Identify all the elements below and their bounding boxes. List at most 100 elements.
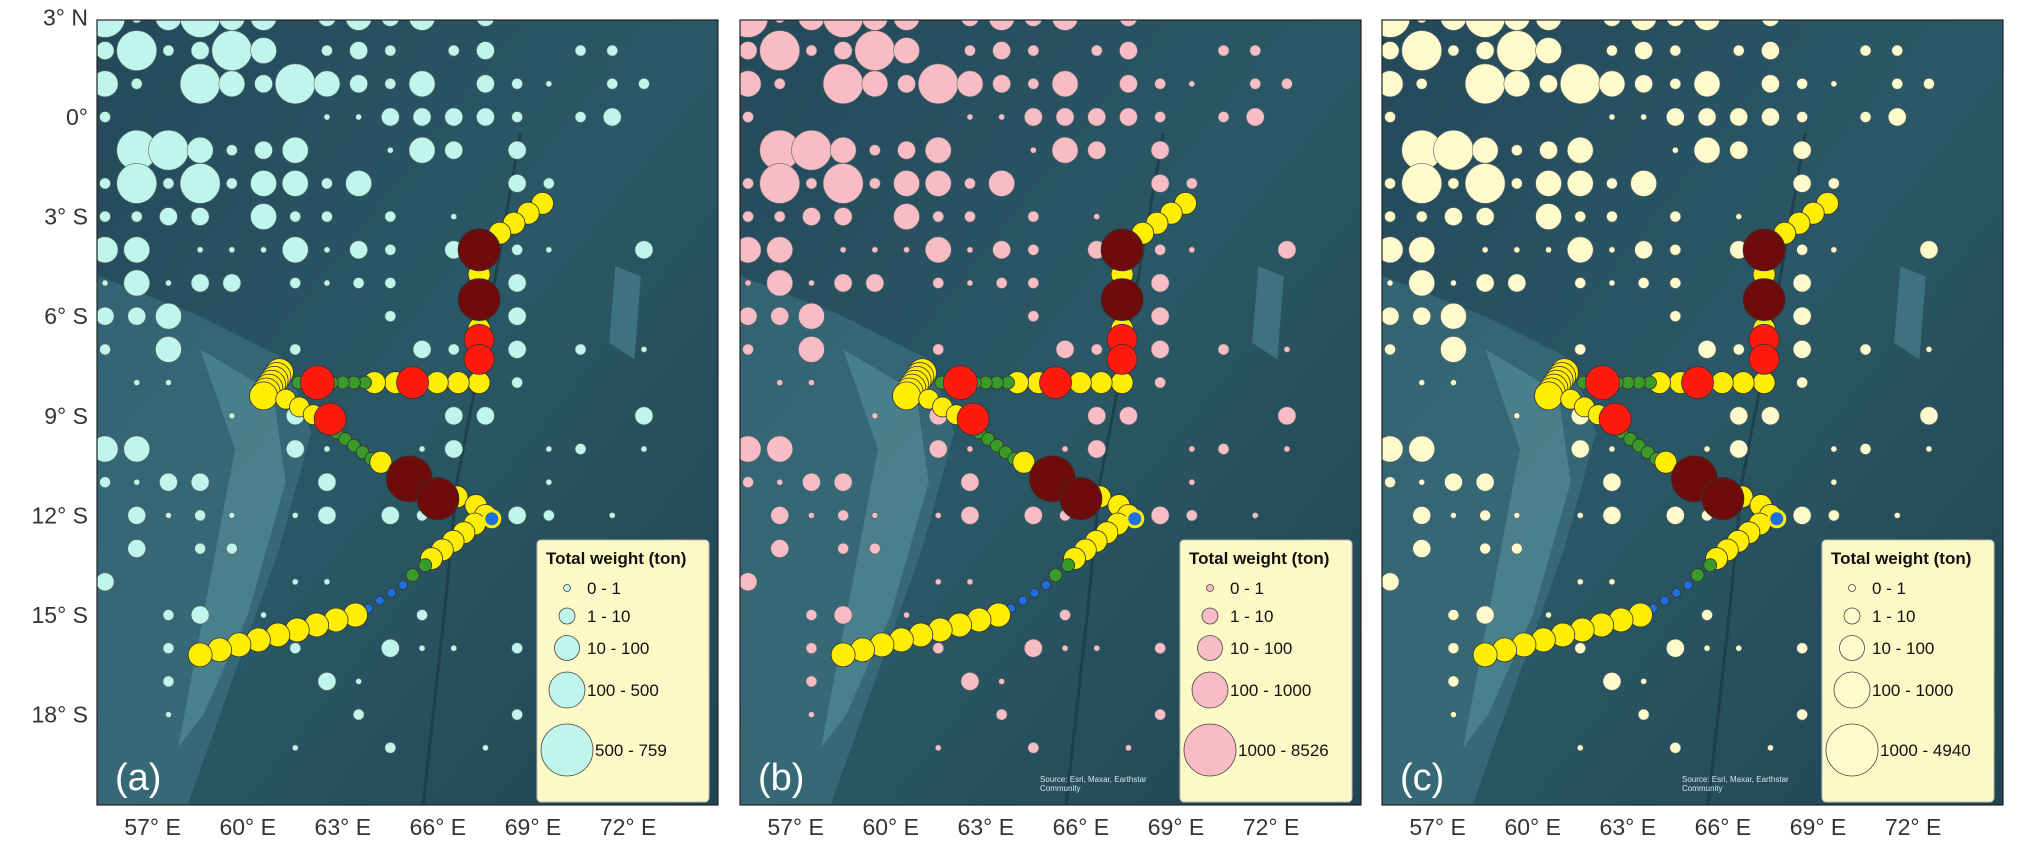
legend-label: 0 - 1 [587, 579, 621, 598]
catch-circle [1666, 107, 1685, 127]
catch-circle [285, 439, 305, 459]
catch-circle [1479, 509, 1491, 522]
legend-symbol [1848, 584, 1856, 592]
catch-circle [1796, 376, 1808, 389]
catch-circle [869, 542, 881, 555]
catch-circle [1574, 642, 1587, 655]
catch-circle [250, 170, 277, 197]
catch-circle [1859, 443, 1872, 455]
catch-circle [798, 302, 825, 330]
catch-circle [131, 20, 142, 24]
catch-circle [932, 343, 945, 356]
catch-circle [1735, 644, 1743, 652]
catch-circle [960, 672, 980, 691]
catch-circle [964, 210, 976, 223]
catch-circle [1630, 170, 1657, 197]
catch-circle [1545, 246, 1552, 254]
catch-circle [1828, 509, 1840, 522]
catch-circle [1729, 406, 1749, 426]
catch-circle [1481, 246, 1489, 254]
catch-circle [1513, 246, 1521, 254]
catch-circle [97, 572, 115, 592]
catch-circle [742, 210, 754, 223]
catch-circle [871, 512, 879, 519]
catch-circle [1416, 20, 1427, 24]
catch-circle [289, 642, 302, 655]
catch-circle [99, 177, 111, 190]
catch-circle [162, 44, 175, 57]
catch-circle [1401, 30, 1443, 71]
catch-circle [99, 343, 111, 356]
track-ring [482, 509, 502, 529]
map-body: (a) Total weight (ton) 0 - 1 1 - 10 10 - 100… [97, 20, 718, 805]
legend-label: 10 - 100 [587, 639, 649, 658]
catch-circle [1598, 70, 1626, 98]
catch-circle [833, 605, 853, 625]
track-point [187, 642, 213, 668]
catch-circle [742, 111, 754, 123]
catch-circle [1119, 406, 1138, 426]
catch-circle [1792, 174, 1812, 193]
catch-circle [1669, 741, 1682, 754]
catch-circle [412, 107, 432, 127]
lat-tick-label: 9° S [44, 403, 88, 429]
catch-circle [408, 70, 436, 98]
catch-circle [507, 140, 527, 160]
catch-circle [321, 44, 333, 57]
catch-circle [190, 207, 210, 226]
catch-circle [228, 246, 236, 254]
panel-label: (a) [115, 757, 161, 799]
catch-circle [101, 279, 109, 287]
track-point [956, 402, 990, 436]
catch-circle [1382, 435, 1404, 463]
catch-circle [291, 512, 299, 519]
catch-circle [634, 406, 654, 426]
map-body: (c) Source: Esri, Maxar, EarthstarCommuni… [1382, 20, 2003, 805]
catch-circle [511, 642, 523, 655]
catch-circle [640, 445, 648, 453]
catch-circle [1150, 306, 1170, 326]
catch-circle [744, 279, 752, 287]
catch-circle [1154, 708, 1166, 721]
catch-circle [381, 638, 400, 658]
catch-circle [289, 210, 302, 223]
catch-circle [165, 279, 172, 287]
catch-circle [1535, 37, 1562, 64]
catch-circle [476, 406, 495, 426]
catch-circle [822, 63, 864, 105]
catch-circle [995, 277, 1008, 289]
catch-circle [384, 277, 397, 289]
lat-tick-label: 6° S [44, 303, 88, 329]
catch-circle [1150, 506, 1170, 525]
track-point [1585, 365, 1620, 401]
catch-circle [808, 512, 815, 519]
catch-circle [99, 476, 111, 489]
catch-circle [766, 236, 794, 264]
catch-circle [1732, 343, 1745, 356]
catch-circle [384, 310, 397, 323]
panel-frame [739, 19, 1362, 806]
catch-circle [1150, 340, 1170, 359]
catch-circle [1693, 136, 1721, 164]
catch-circle [1418, 478, 1426, 486]
catch-circle [1052, 20, 1079, 31]
catch-circle [1535, 203, 1562, 230]
catch-circle [766, 269, 794, 297]
catch-circle [190, 273, 210, 293]
catch-circle [833, 472, 853, 492]
catch-circle [1382, 306, 1400, 326]
catch-circle [323, 113, 331, 121]
track-point [830, 642, 856, 668]
track-point [1106, 343, 1138, 375]
catch-circle [1154, 111, 1166, 123]
catch-circle [742, 343, 754, 356]
catch-circle [964, 177, 976, 190]
map-panel: (b) Source: Esri, Maxar, EarthstarCommuni… [739, 19, 1362, 840]
catch-circle [384, 44, 397, 57]
catch-circle [1059, 609, 1071, 621]
catch-circle [1535, 20, 1562, 31]
catch-circle [545, 80, 553, 88]
catch-circle [1576, 578, 1584, 586]
catch-circle [934, 512, 942, 519]
catch-circle [1666, 506, 1685, 525]
